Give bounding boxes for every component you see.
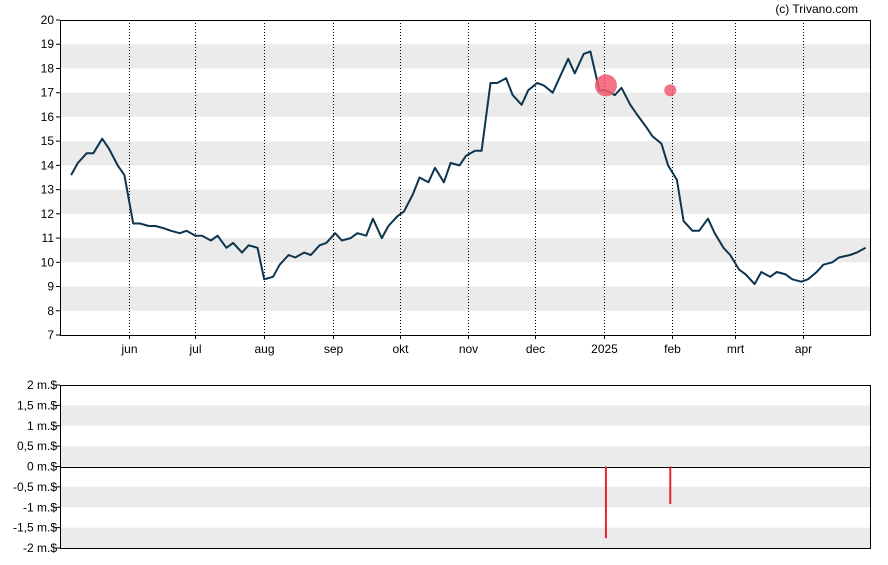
- price-x-axis: jun jul aug sep okt nov dec 2025 feb mrt apr: [120, 335, 812, 356]
- price-marker: [664, 84, 677, 97]
- volume-y-tick-label: 0,5 m.$: [17, 439, 57, 453]
- y-tick-label: 20: [41, 13, 55, 27]
- y-tick-label: 10: [41, 255, 55, 269]
- y-tick-label: 19: [41, 37, 55, 51]
- volume-band: [60, 527, 870, 548]
- volume-y-tick-label: 1 m.$: [27, 419, 57, 433]
- x-tick-label: jul: [188, 342, 201, 356]
- x-tick-label: sep: [324, 342, 344, 356]
- volume-y-axis: 2 m.$ 1,5 m.$ 1 m.$ 0,5 m.$ 0 m.$ -0,5 m.$ -1 …: [13, 378, 60, 555]
- y-tick-label: 14: [41, 158, 55, 172]
- price-line: [70, 50, 867, 286]
- price-y-axis: 20 19 18 17 16 15 14 13 12 11 10 9 8 7: [41, 13, 60, 342]
- price-band: [60, 286, 870, 311]
- x-tick-label: apr: [795, 342, 812, 356]
- volume-band: [60, 486, 870, 508]
- y-tick-label: 7: [47, 328, 54, 342]
- x-tick-label: mrt: [727, 342, 745, 356]
- y-tick-label: 18: [41, 61, 55, 75]
- volume-y-tick-label: -1,5 m.$: [13, 521, 57, 535]
- x-tick-label: okt: [392, 342, 409, 356]
- volume-plot-frame: [60, 385, 871, 549]
- volume-y-tick-label: -1 m.$: [23, 500, 57, 514]
- price-bands: [60, 44, 870, 311]
- volume-y-tick-label: -2 m.$: [23, 541, 57, 555]
- volume-band: [60, 446, 870, 467]
- x-tick-label: aug: [254, 342, 274, 356]
- y-tick-label: 11: [42, 231, 55, 245]
- volume-y-tick-label: 1,5 m.$: [17, 398, 57, 412]
- x-tick-label: nov: [459, 342, 478, 356]
- x-tick-label: jun: [120, 342, 137, 356]
- x-tick-label: 2025: [591, 342, 618, 356]
- y-tick-label: 16: [41, 110, 55, 124]
- price-band: [60, 141, 870, 166]
- y-tick-label: 12: [41, 207, 55, 221]
- y-tick-label: 8: [47, 304, 54, 318]
- y-tick-label: 13: [41, 183, 55, 197]
- volume-band: [60, 405, 870, 426]
- volume-bars: [604, 466, 672, 539]
- volume-bands: [60, 405, 870, 548]
- x-tick-label: dec: [526, 342, 545, 356]
- y-tick-label: 15: [41, 134, 55, 148]
- price-panel: 20 19 18 17 16 15 14 13 12 11 10 9 8 7 jun jul aug sep ok…: [41, 2, 871, 356]
- volume-bar: [669, 466, 672, 504]
- price-band: [60, 189, 870, 214]
- volume-y-tick-label: 2 m.$: [27, 378, 57, 392]
- volume-y-tick-label: 0 m.$: [27, 460, 57, 474]
- price-band: [60, 44, 870, 69]
- credit-text: (c) Trivano.com: [775, 2, 858, 16]
- price-band: [60, 238, 870, 263]
- volume-y-tick-label: -0,5 m.$: [13, 480, 57, 494]
- price-marker: [594, 74, 617, 97]
- volume-bar: [604, 466, 607, 539]
- y-tick-label: 9: [47, 280, 54, 294]
- volume-panel: 2 m.$ 1,5 m.$ 1 m.$ 0,5 m.$ 0 m.$ -0,5 m.$ -1 …: [13, 378, 871, 555]
- price-plot-frame: [60, 20, 871, 336]
- x-tick-label: feb: [664, 342, 681, 356]
- price-markers: [594, 74, 677, 97]
- y-tick-label: 17: [41, 86, 55, 100]
- price-band: [60, 92, 870, 117]
